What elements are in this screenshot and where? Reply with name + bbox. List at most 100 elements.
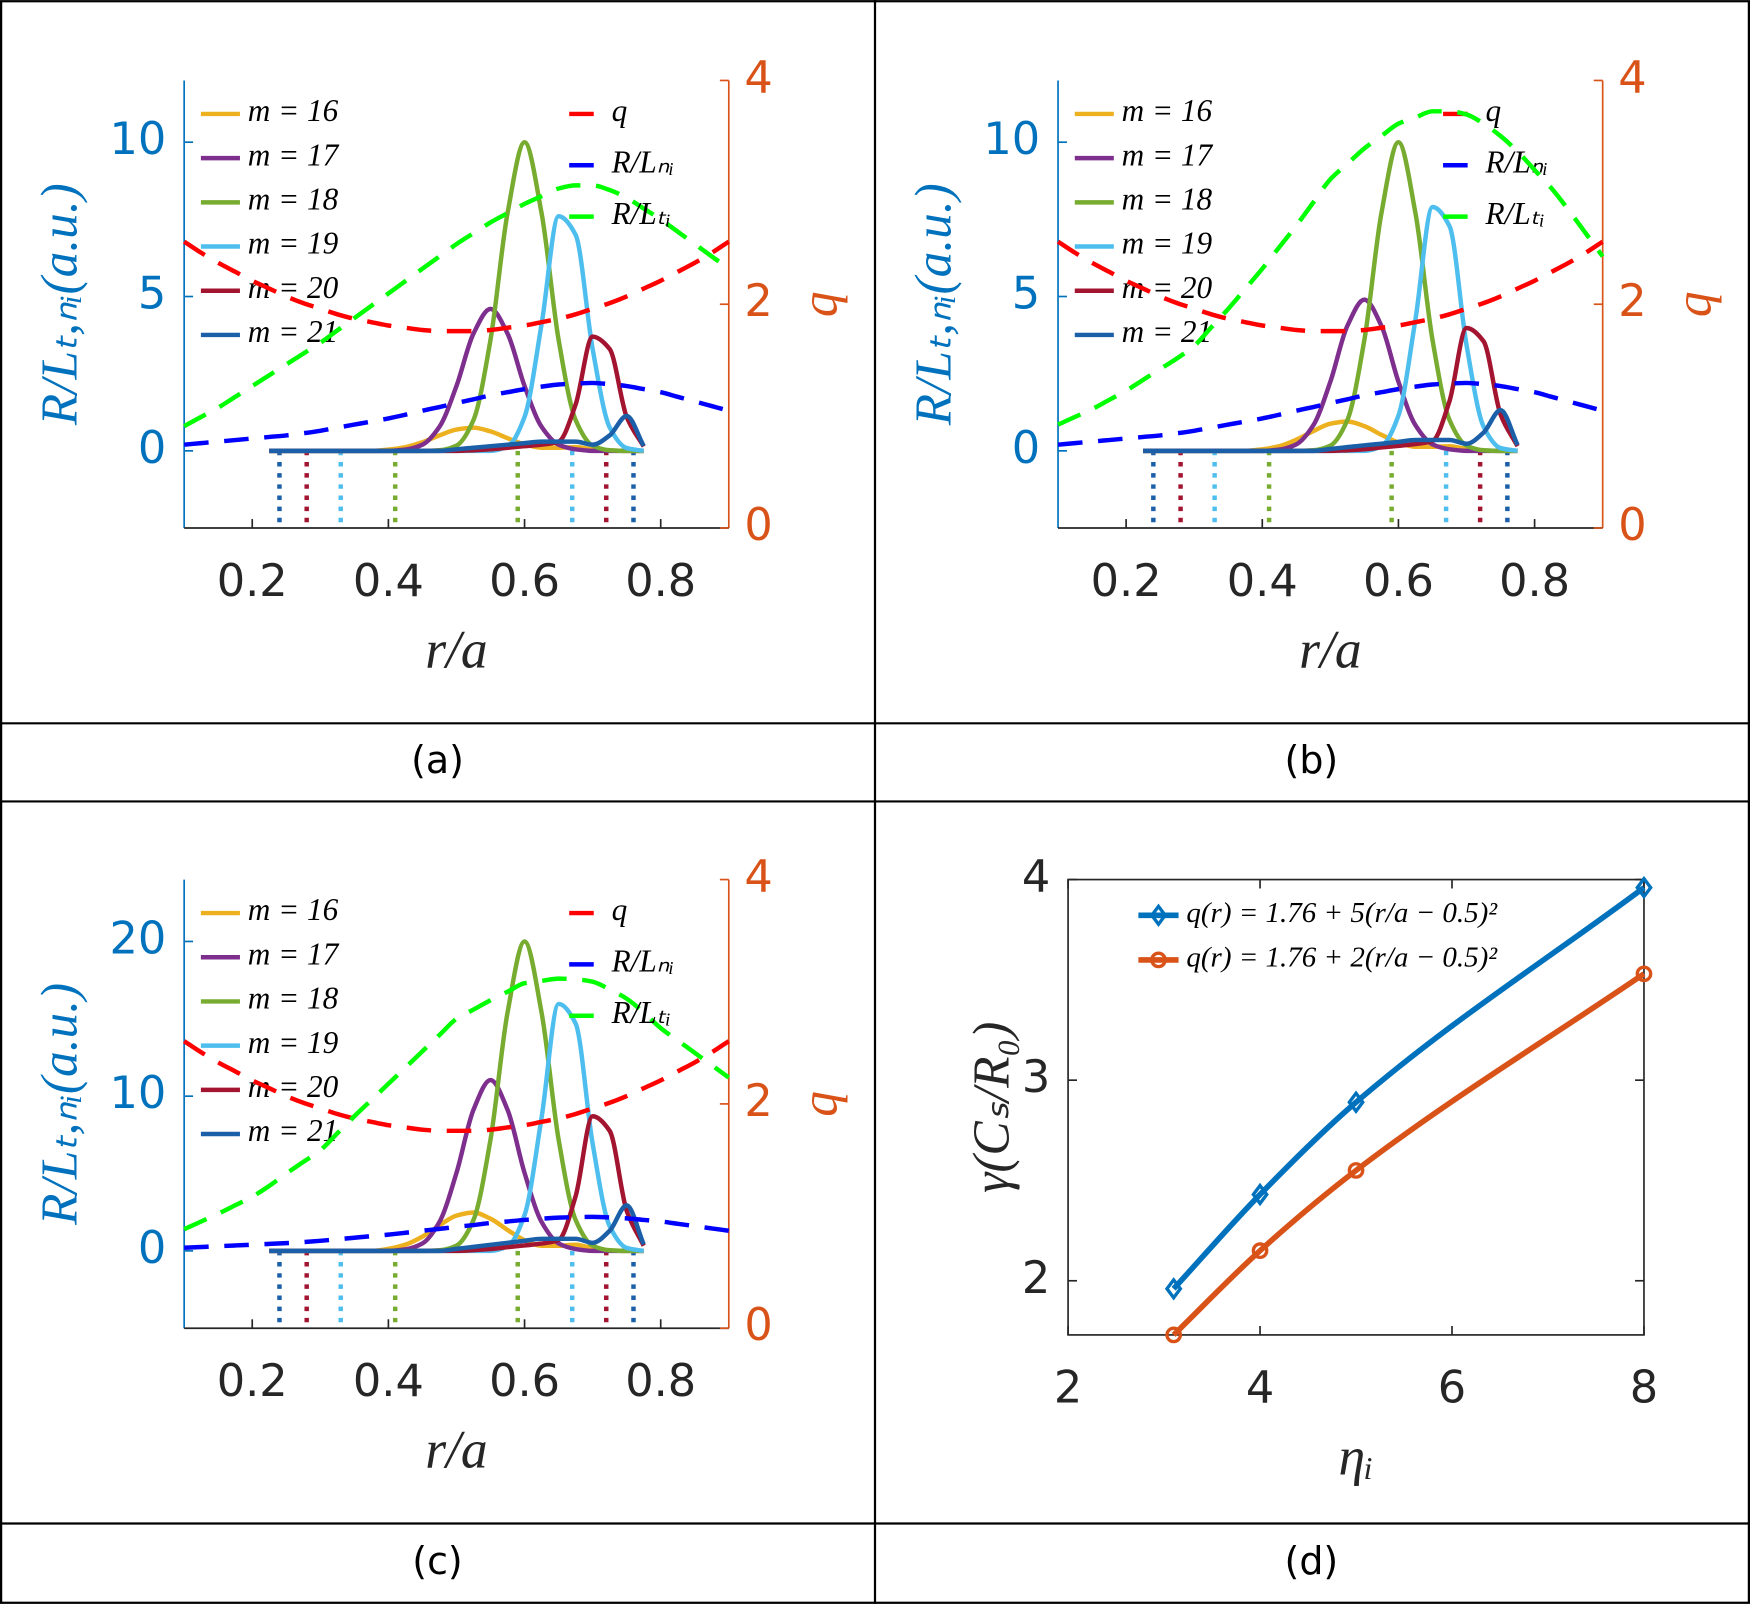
series-line — [269, 1203, 646, 1254]
y-tick-label: 5 — [1012, 268, 1040, 320]
x-tick-label: 2 — [1054, 1362, 1082, 1414]
x-tick-label: 0.8 — [625, 555, 696, 607]
x-axis-label: r/a — [425, 1420, 488, 1480]
series-line — [1143, 407, 1520, 454]
caption: (d) — [1285, 1539, 1339, 1583]
y-tick-label: 2 — [1022, 1252, 1050, 1304]
legend-label: m = 18 — [1122, 182, 1213, 217]
x-axis-label: r/a — [1299, 620, 1362, 680]
y2-tick-label: 2 — [1618, 275, 1646, 327]
series-line — [184, 1214, 730, 1251]
x-tick-label: 0.6 — [489, 555, 560, 607]
legend-label: m = 16 — [1122, 93, 1213, 128]
series-line — [182, 1039, 731, 1134]
legend-label: m = 19 — [248, 226, 339, 261]
y-tick-label: 10 — [983, 113, 1040, 165]
y-tick-label: 5 — [138, 268, 166, 320]
y-tick-label: 4 — [1022, 851, 1050, 903]
x-tick-label: 0.4 — [1227, 555, 1298, 607]
legend-label: m = 17 — [248, 936, 340, 971]
y2-tick-label: 4 — [744, 851, 772, 903]
series-line — [1057, 109, 1605, 427]
marker — [1164, 1277, 1183, 1301]
y-axis-label: γ(Cₛ/R₀) — [963, 1022, 1020, 1193]
x-tick-label: 0.8 — [625, 1355, 696, 1407]
legend-marker — [1149, 903, 1168, 927]
y2-tick-label: 4 — [744, 51, 772, 103]
legend-label: R/Lₜᵢ — [611, 196, 671, 231]
legend-label: m = 16 — [248, 93, 339, 128]
legend-label: R/Lₙᵢ — [611, 144, 675, 179]
legend-label: R/Lₙᵢ — [611, 944, 675, 979]
legend-label: q — [612, 93, 628, 128]
legend-label: q — [612, 892, 628, 927]
y2-axis-label: q — [1665, 291, 1722, 317]
plot-box — [1067, 878, 1645, 1336]
legend-label: m = 21 — [248, 1113, 339, 1148]
y-axis-label: R/Lₜ,ₙᵢ(a.u.) — [32, 183, 89, 426]
series-line — [183, 976, 731, 1232]
series-line — [1171, 885, 1646, 1291]
marker — [1347, 1090, 1365, 1114]
legend-label: m = 19 — [248, 1025, 339, 1060]
x-tick-label: 6 — [1438, 1362, 1466, 1414]
x-tick-label: 0.2 — [217, 1355, 288, 1407]
series-line — [183, 380, 730, 447]
marker — [1251, 1242, 1269, 1260]
y2-tick-label: 0 — [744, 1299, 772, 1351]
x-tick-label: 0.2 — [1091, 555, 1162, 607]
y2-tick-label: 4 — [1618, 51, 1646, 103]
x-tick-label: 4 — [1246, 1362, 1274, 1414]
y-tick-label: 20 — [109, 912, 166, 964]
y2-tick-label: 0 — [1618, 499, 1646, 551]
marker — [1165, 1326, 1183, 1344]
legend-label: m = 21 — [248, 314, 339, 349]
series-line — [182, 239, 731, 334]
series-line — [1171, 971, 1646, 1337]
legend-label: R/Lₜᵢ — [611, 995, 671, 1030]
x-tick-label: 0.6 — [489, 1355, 560, 1407]
x-tick-label: 0.8 — [1499, 555, 1570, 607]
x-tick-label: 0.4 — [353, 555, 424, 607]
series-line — [269, 334, 646, 454]
caption: (c) — [412, 1539, 462, 1583]
y-axis-label: R/Lₜ,ₙᵢ(a.u.) — [32, 983, 89, 1226]
x-tick-label: 0.2 — [217, 555, 288, 607]
legend-label: m = 17 — [1122, 137, 1214, 172]
x-tick-label: 0.4 — [353, 1355, 424, 1407]
series-line — [1057, 380, 1604, 447]
marker — [1251, 1182, 1269, 1207]
legend-label: m = 17 — [248, 137, 340, 172]
legend-marker — [1150, 951, 1167, 969]
y2-tick-label: 2 — [744, 275, 772, 327]
x-axis-label: ηᵢ — [1339, 1426, 1374, 1486]
legend-label: m = 18 — [248, 981, 339, 1016]
y2-axis-label: q — [792, 1091, 849, 1117]
legend-label: m = 18 — [248, 182, 339, 217]
y-tick-label: 0 — [138, 1222, 166, 1274]
y-tick-label: 10 — [109, 1067, 166, 1119]
y-axis-label: R/Lₜ,ₙᵢ(a.u.) — [905, 183, 962, 426]
series-line — [183, 183, 731, 429]
y-tick-label: 3 — [1022, 1051, 1050, 1103]
y2-axis-label: q — [792, 291, 849, 317]
x-axis-label: r/a — [425, 620, 488, 680]
series-line — [1056, 239, 1604, 334]
legend-label: m = 16 — [248, 892, 339, 927]
legend-label: q(r) = 1.76 + 2(r/a − 0.5)² — [1186, 942, 1498, 974]
legend-label: m = 19 — [1122, 226, 1213, 261]
legend-label: q(r) = 1.76 + 5(r/a − 0.5)² — [1186, 897, 1498, 929]
y2-tick-label: 2 — [744, 1075, 772, 1127]
series-line — [269, 413, 646, 454]
y-tick-label: 10 — [109, 113, 166, 165]
y-tick-label: 0 — [138, 422, 166, 474]
marker — [1347, 1162, 1365, 1179]
marker — [1635, 965, 1653, 983]
x-tick-label: 8 — [1630, 1362, 1658, 1414]
legend-label: q — [1485, 93, 1501, 128]
x-tick-label: 0.6 — [1363, 555, 1434, 607]
marker — [1635, 875, 1653, 900]
y-tick-label: 0 — [1012, 422, 1040, 474]
